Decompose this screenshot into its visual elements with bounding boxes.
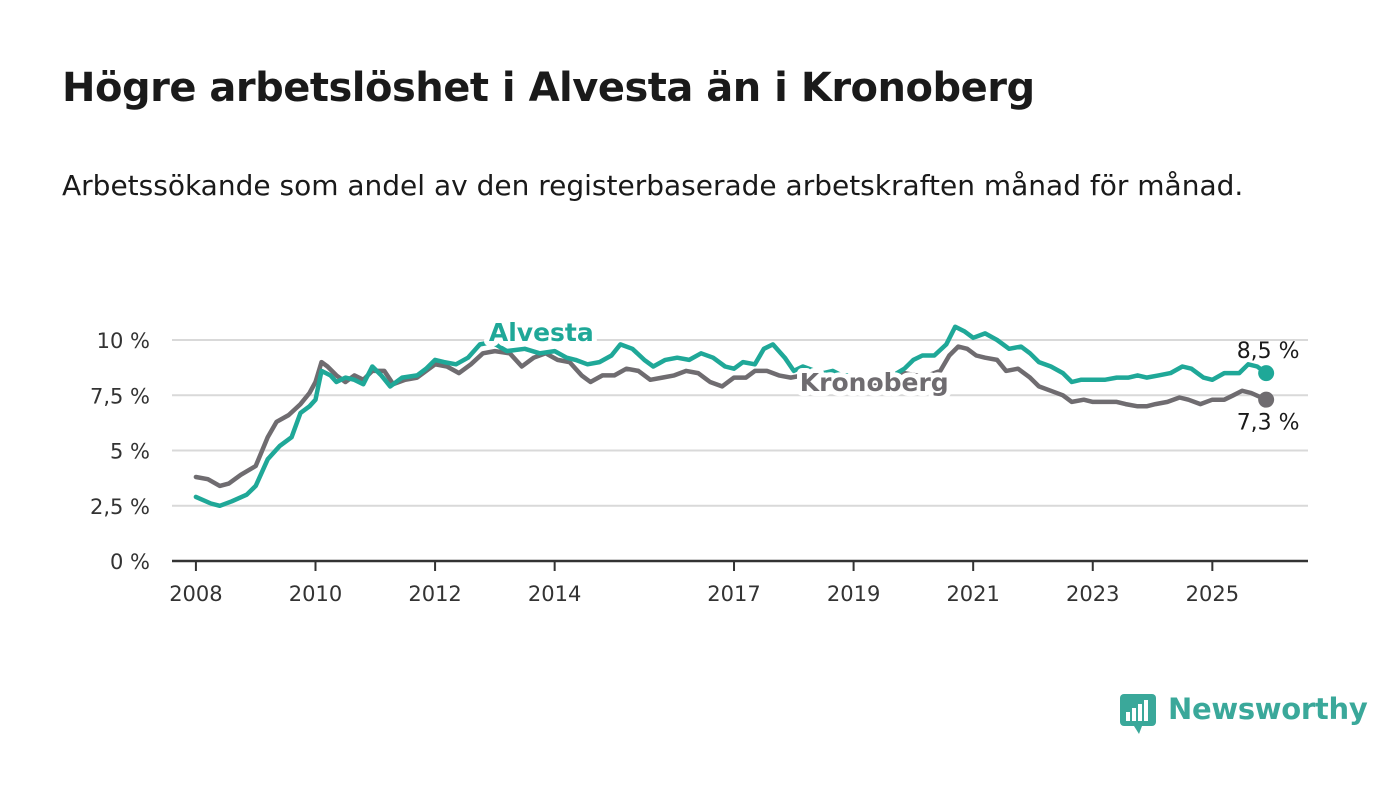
x-tick-label: 2023	[1066, 582, 1119, 606]
y-tick-label: 2,5 %	[90, 495, 150, 519]
series-label-halo: Alvesta	[489, 318, 594, 347]
newsworthy-logo: Newsworthy	[1118, 690, 1368, 738]
x-tick-label: 2017	[707, 582, 760, 606]
x-tick-label: 2019	[827, 582, 880, 606]
series-label-kronoberg: Kronoberg	[800, 368, 949, 397]
x-tick-label: 2021	[946, 582, 999, 606]
end-label-alvesta: 8,5 %	[1237, 339, 1300, 364]
series-endpoint-alvesta	[1258, 365, 1275, 382]
x-tick-label: 2012	[408, 582, 461, 606]
series-lines	[193, 324, 1275, 509]
series-label-halo: Kronoberg	[800, 368, 949, 397]
series-endpoint-kronoberg	[1258, 391, 1275, 408]
end-label-kronoberg: 7,3 %	[1237, 411, 1300, 436]
x-tick-label: 2008	[169, 582, 222, 606]
x-tick-label: 2025	[1186, 582, 1239, 606]
grid-lines: 0 % 2,5 % 5 % 7,5 % 10 %	[90, 329, 1308, 574]
series-label-alvesta: Alvesta	[489, 318, 594, 347]
y-tick-label: 0 %	[110, 550, 150, 574]
y-tick-label: 5 %	[110, 440, 150, 464]
chart-subtitle: Arbetssökande som andel av den registerb…	[62, 169, 1244, 202]
y-tick-label: 10 %	[97, 329, 150, 353]
bar-chart-speech-bubble-icon	[1120, 694, 1156, 734]
chart-title: Högre arbetslöshet i Alvesta än i Kronob…	[62, 65, 1035, 111]
x-axis: 2008 2010 2012 2014 2017 2019 2021 2023 2025	[169, 559, 1308, 606]
x-tick-label: 2014	[528, 582, 581, 606]
x-tick-label: 2010	[289, 582, 342, 606]
logo-text: Newsworthy	[1168, 692, 1368, 726]
series-line-kronoberg	[193, 344, 1269, 489]
y-tick-label: 7,5 %	[90, 384, 150, 408]
series-line-alvesta	[193, 324, 1269, 509]
